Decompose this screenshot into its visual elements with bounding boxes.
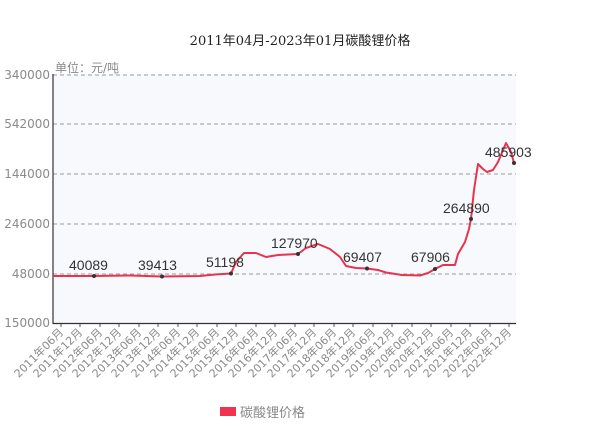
data-marker <box>365 266 369 271</box>
x-tick-labels: 2011年06月 2011年12月 2012年06月 2012年12月 2013… <box>11 325 514 380</box>
data-marker <box>433 267 437 271</box>
lithium-carbonate-price-line <box>53 142 515 278</box>
y-tick-label: 542000 <box>4 117 50 131</box>
y-tick-label: 340000 <box>4 68 50 82</box>
data-label: 127970 <box>271 235 318 251</box>
data-label: 485903 <box>485 144 532 160</box>
data-label: 264890 <box>443 200 490 216</box>
data-labels: 40089 39413 51198 127970 69407 67906 264… <box>69 144 532 273</box>
data-label: 51198 <box>206 254 244 270</box>
data-marker <box>512 161 516 165</box>
data-label: 40089 <box>69 257 108 273</box>
data-label: 69407 <box>343 249 382 265</box>
legend-label: 碳酸锂价格 <box>240 406 306 421</box>
data-marker <box>296 252 300 256</box>
plot-area <box>53 74 516 323</box>
y-tick-label: 48000 <box>12 267 50 281</box>
legend-swatch <box>220 407 236 416</box>
unit-label: 单位：元/吨 <box>55 60 119 75</box>
y-tick-labels: 340000 542000 144000 246000 48000 150000 <box>4 68 50 330</box>
y-tick-label: 246000 <box>4 217 50 231</box>
gridlines <box>53 74 516 275</box>
y-tick-label: 144000 <box>4 167 50 181</box>
data-marker <box>92 274 96 278</box>
x-ticks <box>60 324 510 327</box>
data-markers <box>92 161 516 279</box>
data-label: 67906 <box>411 249 450 265</box>
data-marker <box>229 271 233 276</box>
data-marker <box>469 217 473 221</box>
data-label: 39413 <box>138 257 177 273</box>
chart-legend[interactable]: 碳酸锂价格 <box>220 402 305 421</box>
chart-title: 2011年04月-2023年01月碳酸锂价格 <box>189 34 411 49</box>
data-marker <box>160 274 164 279</box>
y-tick-label: 150000 <box>4 316 50 330</box>
